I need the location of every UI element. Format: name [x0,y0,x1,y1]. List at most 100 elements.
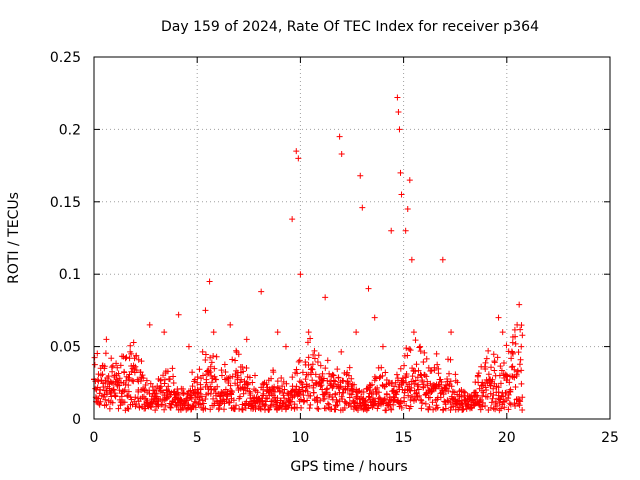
dense-point [307,335,314,342]
dense-point [415,386,422,393]
dense-point [101,391,108,398]
dense-point [447,406,454,413]
dense-point [434,404,441,411]
dense-point [281,386,288,393]
dense-point [445,356,452,363]
dense-point [403,402,410,409]
data-points [93,94,526,405]
data-point [111,372,118,379]
dense-point [517,356,524,363]
dense-point [459,406,466,413]
dense-point [308,365,315,372]
dense-point [414,383,421,390]
dense-point [509,339,516,346]
dense-point [246,374,253,381]
dense-point [383,390,390,397]
dense-point [422,400,429,407]
dense-point [236,405,243,412]
dense-point [320,375,327,382]
dense-point [310,389,317,396]
dense-point [239,406,246,413]
dense-point [403,370,410,377]
dense-point [218,388,225,395]
dense-point [289,374,296,381]
dense-point [341,404,348,411]
data-point [448,329,455,336]
dense-point [221,406,228,413]
dense-point [123,354,130,361]
dense-point [109,362,116,369]
data-point [404,206,411,213]
dense-point [374,384,381,391]
dense-point [274,378,281,385]
dense-point [332,391,339,398]
dense-point [494,402,500,409]
dense-point [280,392,287,399]
dense-point [207,390,214,397]
dense-point [488,364,495,371]
dense-point [198,393,205,400]
dense-point [477,406,484,413]
dense-point [202,396,209,403]
data-point [474,372,481,379]
dense-point [450,388,457,395]
dense-point [279,383,286,390]
y-axis-label: ROTI / TECUs [6,192,22,284]
dense-point [94,377,101,384]
dense-point [133,352,140,359]
dense-point [403,345,410,352]
dense-point [435,383,442,390]
dense-point [402,374,409,381]
dense-point [500,360,507,367]
dense-point [304,339,311,346]
dense-point [243,364,250,371]
dense-point [516,397,523,404]
dense-point [295,358,302,365]
dense-point [286,398,293,405]
dense-point [382,407,389,414]
dense-point [259,392,266,399]
dense-point [333,402,340,409]
data-point [152,387,159,394]
dense-point [431,364,438,371]
dense-point [307,392,314,399]
dense-point [259,397,266,404]
dense-point [412,377,419,384]
data-point [406,177,413,184]
dense-point [374,405,381,412]
dense-point [315,352,322,359]
dense-point [512,383,519,390]
dense-point [423,355,430,362]
dense-point [397,365,404,372]
dense-point [271,394,278,401]
dense-point [437,394,444,401]
data-point [295,155,302,162]
x-tick-label: 20 [498,430,516,446]
dense-point [313,395,320,402]
dense-point [462,389,469,396]
dense-point [291,401,298,408]
dense-point [207,369,214,376]
data-point [185,343,192,350]
dense-point [416,344,423,351]
plot-frame [93,56,611,420]
dense-point [491,367,498,374]
dense-point [264,395,271,402]
data-point [258,288,265,295]
dense-point [429,387,436,394]
dense-point [511,400,518,407]
dense-point [518,380,525,387]
dense-point [413,361,420,368]
dense-point-bands [91,322,526,414]
dense-point [429,399,436,406]
dense-point [423,390,430,397]
dense-point [229,356,236,363]
dense-point [305,362,312,369]
dense-point [91,361,98,368]
dense-point [511,366,518,373]
dense-point [420,359,427,366]
dense-point [412,368,419,375]
data-point [179,389,186,396]
dense-point [130,339,137,346]
data-point [417,343,424,350]
